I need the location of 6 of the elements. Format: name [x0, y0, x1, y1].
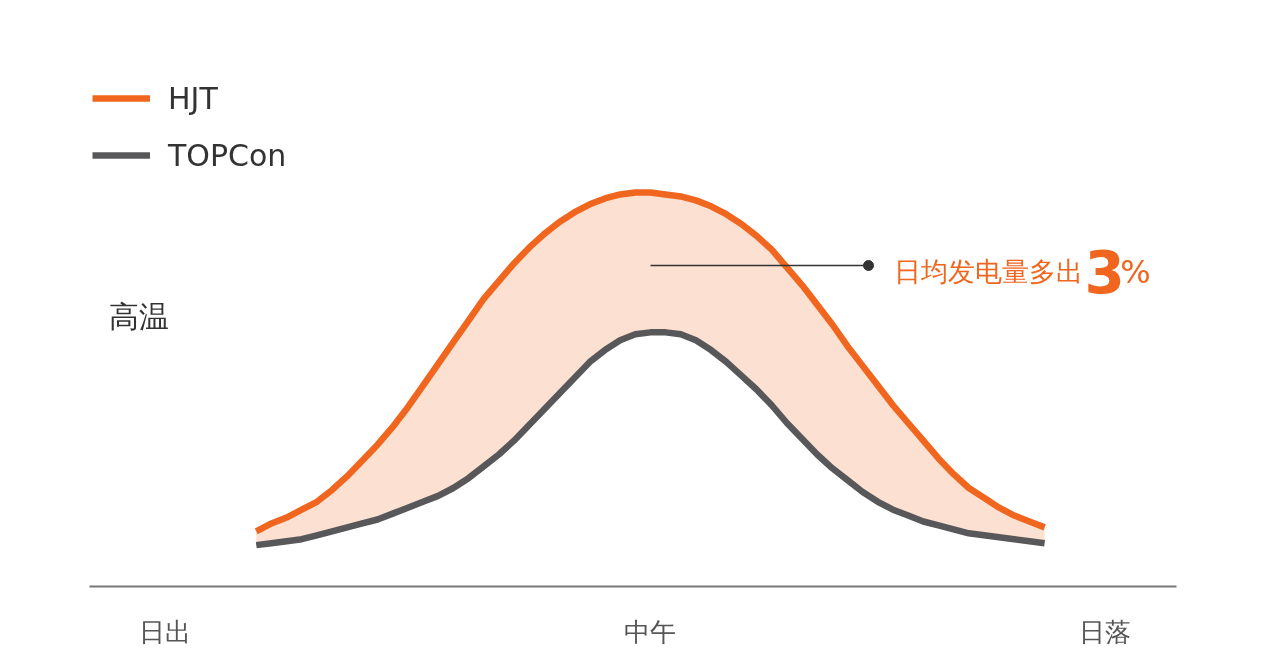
legend-label: HJT	[168, 80, 218, 116]
legend-label: TOPCon	[168, 137, 287, 173]
annotation: 高温	[108, 299, 169, 334]
x-tick-label: 日出	[139, 616, 192, 647]
x-tick-label: 日落	[1079, 616, 1132, 647]
x-tick-label: 中午	[624, 616, 677, 647]
